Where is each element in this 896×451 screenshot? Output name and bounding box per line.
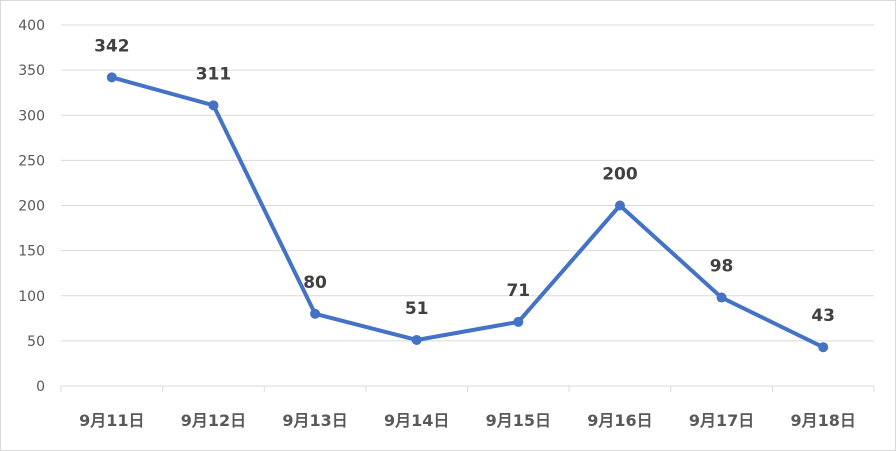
x-tick-label: 9月14日 (384, 411, 449, 430)
data-label: 51 (405, 299, 429, 319)
x-tick-label: 9月13日 (282, 411, 347, 430)
y-tick-label: 150 (18, 244, 45, 260)
x-tick-label: 9月11日 (79, 411, 144, 430)
data-label: 43 (811, 306, 835, 326)
data-point (106, 72, 117, 83)
data-point (716, 292, 727, 303)
data-label: 342 (94, 36, 130, 56)
data-point (208, 100, 219, 111)
data-label: 200 (602, 165, 638, 185)
data-point (310, 308, 321, 319)
data-label: 80 (303, 273, 327, 293)
x-tick-label: 9月12日 (181, 411, 246, 430)
data-point (614, 200, 625, 211)
data-point (513, 316, 524, 327)
y-tick-label: 350 (18, 63, 45, 79)
data-label: 98 (710, 257, 734, 277)
y-tick-label: 400 (18, 18, 45, 34)
data-point (411, 334, 422, 345)
data-label: 311 (196, 64, 232, 84)
series-line (111, 75, 825, 349)
y-tick-label: 100 (18, 289, 45, 305)
y-tick-label: 50 (27, 334, 45, 350)
x-tick-label: 9月17日 (689, 411, 754, 430)
x-tick-label: 9月16日 (587, 411, 652, 430)
y-tick-label: 250 (18, 153, 45, 169)
y-tick-label: 0 (36, 379, 45, 395)
data-point (818, 342, 829, 353)
y-tick-label: 200 (18, 199, 45, 215)
x-tick-label: 9月15日 (486, 411, 551, 430)
data-label: 71 (506, 281, 530, 301)
y-tick-label: 300 (18, 108, 45, 124)
x-tick-label: 9月18日 (790, 411, 855, 430)
